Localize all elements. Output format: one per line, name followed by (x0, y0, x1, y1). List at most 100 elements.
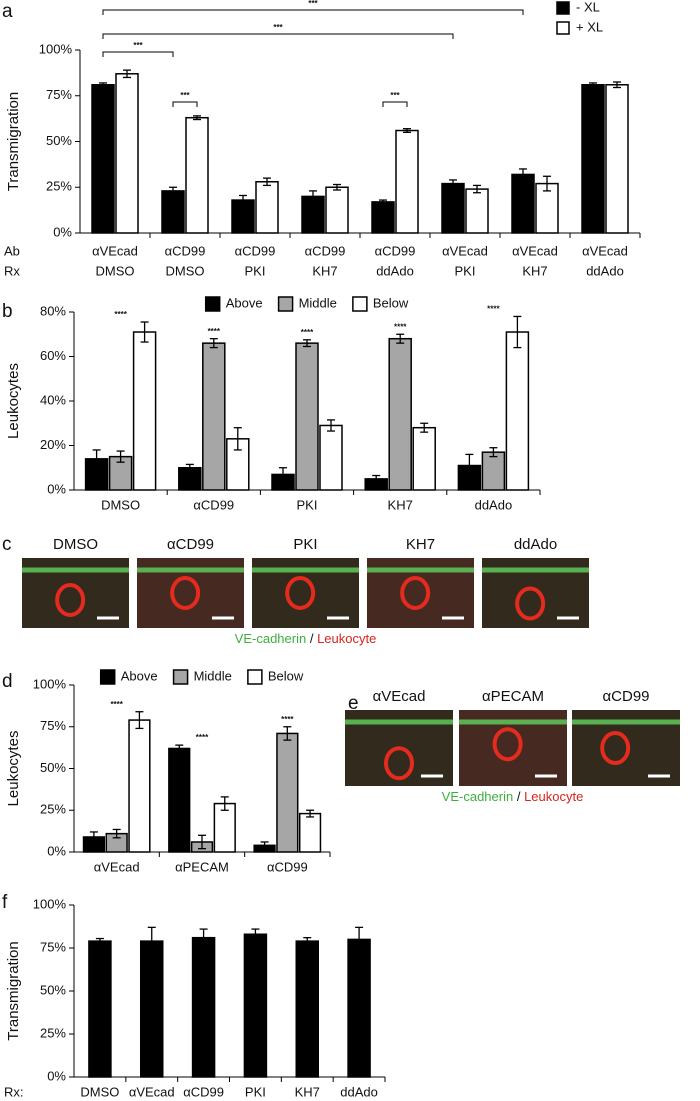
bar (295, 342, 319, 491)
y-axis-title: Leukocytes (5, 363, 22, 439)
error-bar (372, 474, 381, 483)
bar (295, 940, 319, 1078)
x-tick-label: PKI (455, 263, 476, 278)
significance-bracket (102, 9, 524, 15)
x-tick-label: ddAdo (340, 1084, 378, 1099)
legend: Above Middle Below (204, 295, 409, 312)
error-bar (449, 179, 457, 188)
image-title: αPECAM (482, 688, 544, 705)
error-bar (140, 321, 149, 343)
row-label: Ab (4, 243, 20, 258)
bar (371, 201, 395, 234)
error-bar (92, 449, 101, 469)
error-bar (199, 928, 208, 947)
legend-swatch (277, 296, 294, 312)
leukocyte (170, 576, 201, 610)
legend-label: Middle (299, 295, 337, 310)
error-bar (333, 183, 341, 191)
caption-red: Leukocyte (524, 789, 583, 804)
error-bar (420, 422, 429, 433)
bar (202, 342, 226, 491)
bar (161, 190, 185, 234)
x-tick-label: ddAdo (475, 497, 513, 512)
y-tick-label: 75% (40, 718, 66, 733)
significance-label: **** (281, 715, 294, 724)
legend-swatch (556, 21, 570, 35)
legend-label: Above (226, 295, 263, 310)
bar (441, 182, 465, 234)
legend: Above Middle Below (99, 668, 304, 685)
x-tick-label: KH7 (312, 263, 337, 278)
bar (395, 129, 419, 234)
bar (388, 337, 412, 491)
error-bar (589, 82, 597, 88)
bar (298, 812, 322, 853)
error-bar (309, 190, 317, 203)
bar (128, 719, 151, 853)
error-bar (260, 841, 269, 850)
image-title: DMSO (53, 536, 98, 553)
image-caption: VE-cadherin / Leukocyte (235, 631, 377, 646)
error-bar (303, 339, 311, 348)
error-bar (465, 453, 474, 478)
x-tick-label: αCD99 (305, 243, 346, 258)
legend-label: Below (268, 668, 304, 683)
legend-label: + XL (576, 19, 603, 34)
significance-bracket (382, 101, 408, 107)
x-tick-label: αVEcad (129, 1084, 175, 1099)
error-bar (198, 834, 206, 850)
caption-red: Leukocyte (317, 631, 376, 646)
error-bar (355, 926, 364, 953)
x-tick-label: DMSO (96, 263, 135, 278)
x-tick-label: PKI (297, 497, 318, 512)
error-bar (251, 928, 260, 941)
error-bar (95, 937, 104, 945)
bar (191, 936, 216, 1078)
y-tick-label: 50% (46, 133, 72, 148)
error-bar (147, 926, 156, 956)
bar (168, 747, 191, 853)
x-tick-label: αVEcad (92, 243, 138, 258)
error-bar (513, 315, 522, 349)
bar (243, 933, 268, 1078)
error-bar (175, 744, 184, 753)
error-bar (279, 467, 287, 482)
bar (132, 331, 157, 491)
x-tick-label: DMSO (101, 497, 140, 512)
significance-label: **** (208, 327, 221, 336)
bar (605, 84, 629, 234)
bar (481, 451, 506, 491)
y-tick-label: 0% (47, 1068, 66, 1083)
row-label: Rx: (4, 1084, 24, 1099)
significance-label: **** (110, 700, 123, 709)
image-title: ddAdo (514, 536, 557, 553)
leukocyte (400, 576, 431, 610)
legend-swatch (204, 296, 221, 312)
x-tick-label: KH7 (388, 497, 413, 512)
y-tick-label: 20% (40, 437, 66, 452)
significance-bracket (102, 51, 174, 57)
error-bar (99, 82, 107, 88)
x-tick-label: αCD99 (267, 859, 308, 874)
error-bar (306, 809, 315, 818)
panel-label: a (2, 1, 13, 22)
leukocyte (515, 586, 546, 621)
y-tick-label: 60% (40, 348, 66, 363)
y-tick-label: 100% (33, 896, 67, 911)
bar (319, 424, 343, 491)
error-bar (403, 128, 411, 134)
panel-label: b (2, 301, 13, 322)
legend-label: Above (121, 668, 158, 683)
image-title: αCD99 (167, 536, 214, 553)
bar (505, 331, 530, 491)
legend-swatch (99, 669, 116, 685)
image-caption: VE-cadherin / Leukocyte (442, 789, 584, 804)
bar (325, 186, 349, 234)
x-tick-label: DMSO (166, 263, 205, 278)
y-tick-label: 40% (40, 392, 66, 407)
image-title: αCD99 (602, 688, 649, 705)
legend-swatch (172, 669, 189, 685)
bar (91, 84, 115, 234)
x-tick-label: αPECAM (175, 859, 229, 874)
